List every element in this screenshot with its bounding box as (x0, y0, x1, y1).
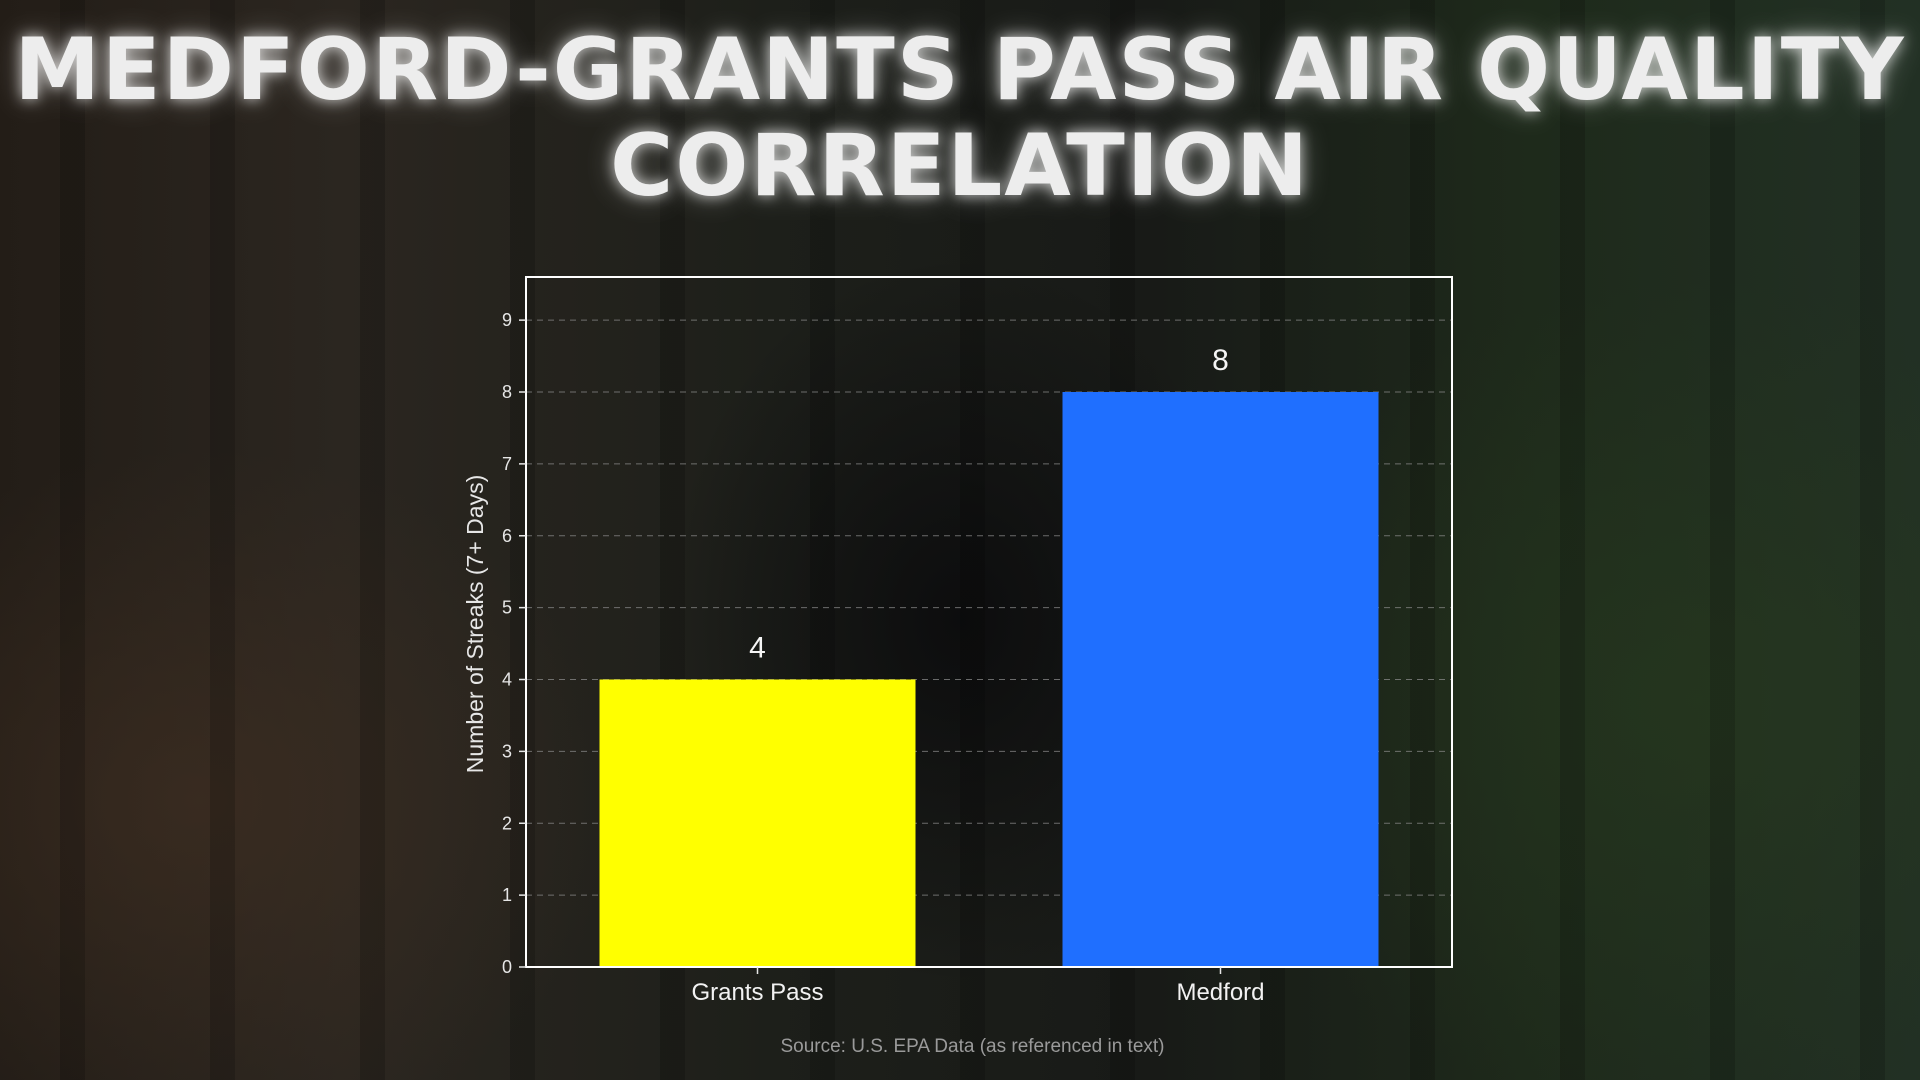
y-tick-label-2: 2 (502, 813, 512, 833)
x-axis-ticks: Grants Pass Medford (691, 967, 1265, 1006)
y-axis-label: Number of Streaks (7+ Days) (462, 475, 488, 773)
bar-medford (1062, 392, 1379, 967)
x-tick-label-medford: Medford (1176, 979, 1264, 1006)
y-axis-ticks: 0 1 2 3 4 5 6 7 8 9 (502, 310, 526, 977)
x-tick-label-grants-pass: Grants Pass (691, 979, 823, 1006)
chart-title: MEDFORD-GRANTS PASS AIR QUALITY CORRELAT… (14, 20, 1906, 216)
data-label-medford: 8 (1212, 344, 1229, 377)
y-tick-label-8: 8 (502, 382, 512, 402)
y-tick-label-0: 0 (502, 957, 512, 977)
bar-value-labels: 48 (749, 344, 1229, 665)
y-tick-label-6: 6 (502, 526, 512, 546)
data-label-grants-pass: 4 (749, 632, 766, 665)
plot-frame (525, 276, 1453, 968)
source-note: Source: U.S. EPA Data (as referenced in … (780, 1036, 1165, 1057)
bars (599, 392, 1379, 967)
bar-grants-pass (599, 679, 916, 967)
y-tick-label-3: 3 (502, 741, 512, 761)
y-tick-label-7: 7 (502, 454, 512, 474)
y-tick-label-1: 1 (502, 885, 512, 905)
y-tick-label-5: 5 (502, 598, 512, 618)
y-tick-label-4: 4 (502, 670, 512, 690)
y-tick-label-9: 9 (502, 310, 512, 330)
